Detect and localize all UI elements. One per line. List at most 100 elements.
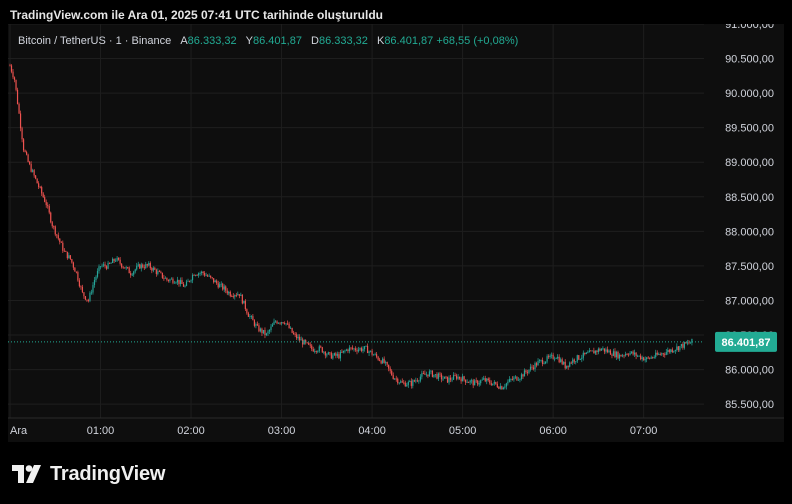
candle-body (407, 381, 409, 385)
candle-body (261, 328, 263, 334)
candle-body (630, 351, 633, 353)
candle-body (564, 361, 566, 369)
candle-body (602, 348, 604, 350)
candle-body (75, 271, 77, 273)
candle-body (207, 275, 209, 277)
candle-body (516, 376, 518, 381)
candle-body (81, 286, 84, 293)
candle-body (400, 381, 402, 383)
candle-body (333, 353, 335, 356)
candle-body (93, 280, 96, 285)
candle-body (161, 272, 163, 278)
candle-body (679, 346, 681, 351)
legend-high-label: Y (245, 35, 254, 47)
candle-body (591, 350, 593, 352)
candle-body (569, 362, 571, 367)
legend-symbol[interactable]: Bitcoin / TetherUS · 1 · Binance (18, 35, 172, 47)
candle-body (523, 370, 526, 377)
legend-change: +68,55 (+0,08%) (436, 35, 519, 47)
candle-body (244, 300, 246, 310)
candle-body (643, 357, 645, 361)
tradingview-logo[interactable]: TradingView (12, 462, 165, 486)
candle-body (13, 77, 16, 80)
candle-body (191, 274, 194, 281)
candle-body (148, 263, 150, 266)
candle-body (587, 352, 589, 354)
candle-body (104, 264, 106, 267)
candle-body (113, 258, 115, 262)
candle-body (232, 296, 234, 297)
candle-body (335, 353, 337, 356)
candle-body (130, 273, 132, 276)
candle-body (443, 376, 446, 379)
candle-body (71, 259, 73, 263)
candle-body (404, 382, 406, 387)
candle-body (329, 352, 331, 354)
candle-body (332, 355, 334, 359)
candle-body (267, 331, 269, 334)
candle-body (290, 327, 292, 329)
candle-body (689, 342, 692, 344)
candle-body (614, 351, 616, 358)
candle-body (119, 259, 121, 264)
candle-body (585, 352, 587, 355)
candle-body (139, 264, 141, 269)
candle-body (59, 238, 61, 242)
candle-body (256, 324, 259, 326)
candle-body (241, 294, 243, 304)
candle-body (667, 349, 669, 353)
candle-body (557, 356, 559, 359)
candle-body (84, 296, 87, 300)
candle-body (255, 324, 257, 326)
candle-body (385, 361, 387, 363)
candle-body (314, 351, 316, 352)
candle-body (136, 265, 138, 270)
candle-body (62, 242, 64, 251)
candle-body (137, 264, 139, 266)
candle-body (538, 360, 541, 362)
candle-body (511, 379, 513, 380)
candle-body (210, 275, 212, 278)
candle-body (638, 355, 640, 357)
candle-body (665, 352, 667, 355)
candle-body (609, 350, 612, 355)
chart-panel[interactable]: 85.500,0086.000,0086.500,0087.000,0087.5… (8, 24, 784, 442)
candle-body (54, 226, 56, 235)
candle-body (125, 267, 127, 269)
candle-body (372, 354, 375, 356)
candle-body (496, 384, 498, 388)
candle-body (584, 352, 586, 355)
candle-body (555, 358, 557, 360)
candle-body (27, 154, 29, 162)
candle-body (170, 278, 173, 280)
candle-body (659, 354, 661, 355)
candle-body (537, 360, 539, 366)
candlestick-chart[interactable]: 85.500,0086.000,0086.500,0087.000,0087.5… (8, 24, 784, 442)
candle-body (379, 359, 381, 361)
candle-body (360, 348, 363, 351)
candle-body (308, 342, 310, 345)
candle-body (451, 379, 453, 381)
candle-body (437, 373, 440, 379)
candle-body (398, 382, 400, 384)
candle-body (211, 277, 213, 279)
candle-body (273, 321, 275, 325)
candle-body (514, 376, 517, 378)
candle-body (427, 374, 429, 377)
candle-body (309, 344, 311, 346)
candle-body (24, 150, 26, 152)
candle-body (576, 355, 578, 362)
candle-body (691, 338, 693, 343)
candle-body (338, 354, 340, 359)
candle-body (455, 375, 458, 379)
candle-body (369, 350, 372, 352)
candle-body (682, 344, 684, 348)
candle-body (69, 255, 71, 260)
candle-body (163, 277, 165, 279)
candle-body (554, 358, 556, 360)
candle-body (299, 336, 301, 341)
candle-body (217, 283, 219, 288)
candle-body (579, 359, 581, 360)
candle-body (457, 376, 459, 379)
candle-body (53, 226, 55, 228)
